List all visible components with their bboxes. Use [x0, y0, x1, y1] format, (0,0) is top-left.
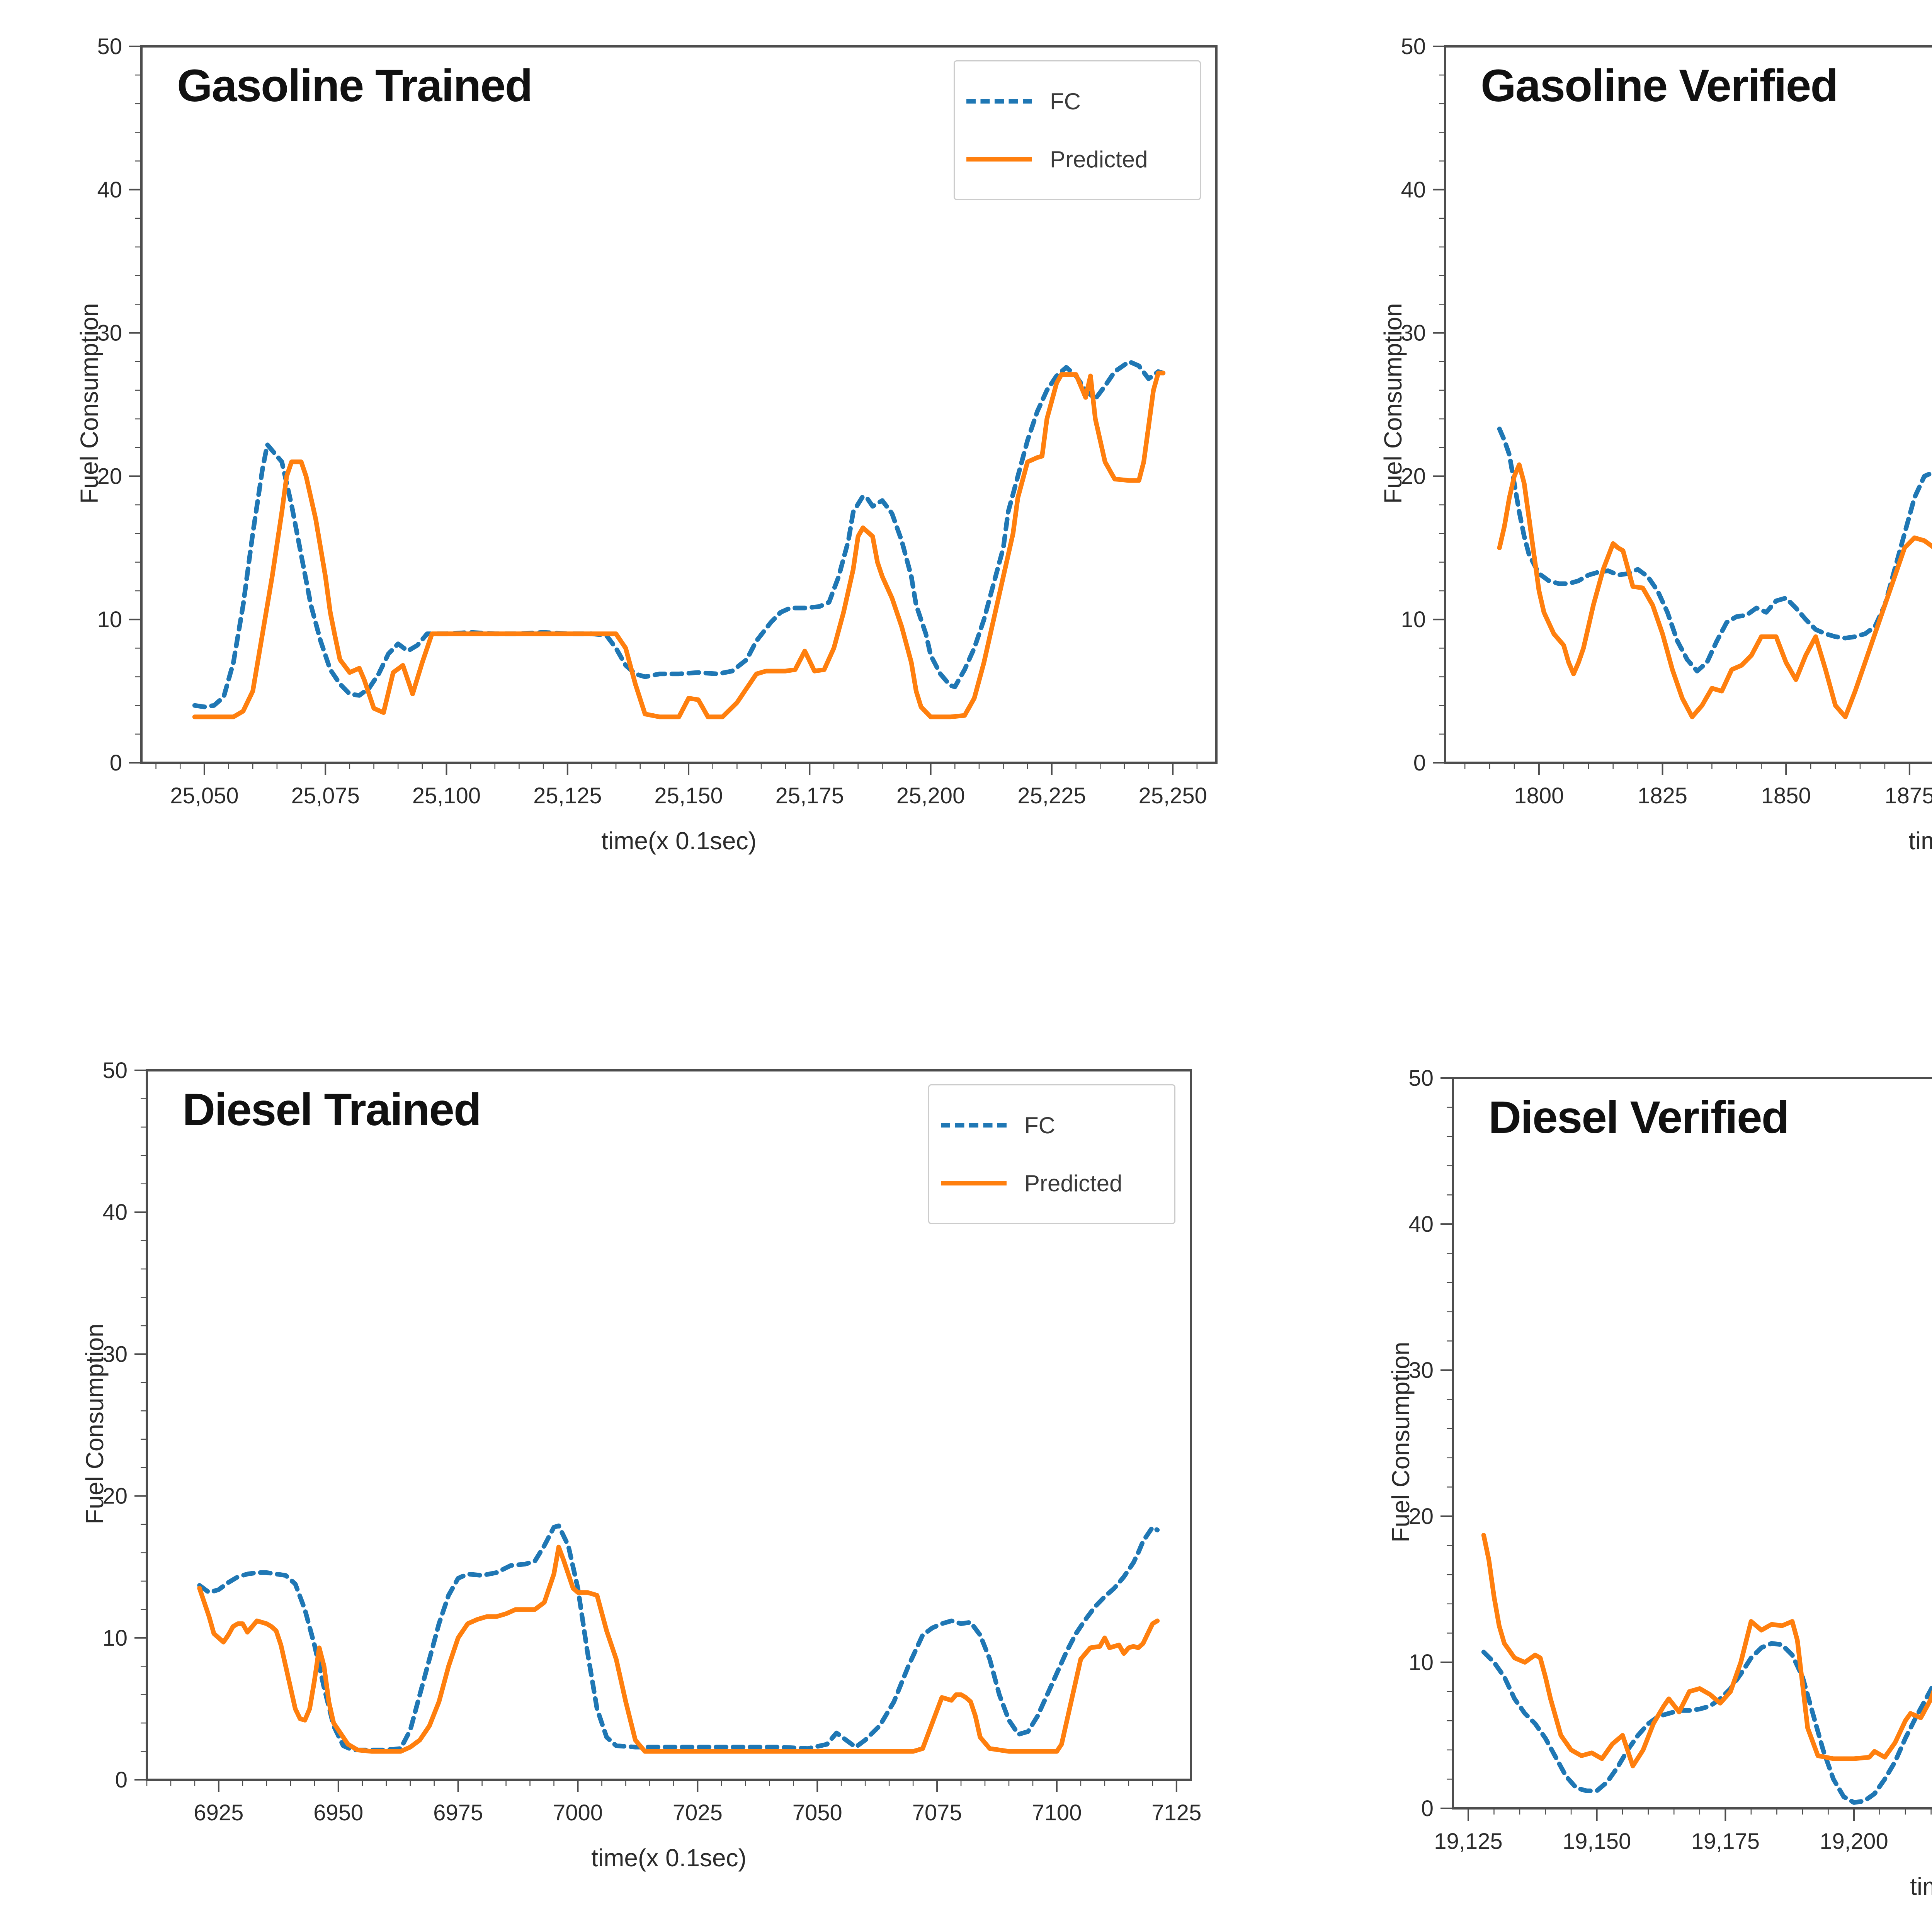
svg-text:25,075: 25,075 — [291, 783, 359, 808]
svg-text:10: 10 — [102, 1626, 128, 1651]
svg-text:7025: 7025 — [673, 1800, 723, 1825]
svg-text:6925: 6925 — [194, 1800, 243, 1825]
plot-area-gasoline-verified: 1800182518501875190019251950197520000102… — [1401, 34, 1932, 808]
fc-line — [197, 1523, 1160, 1752]
svg-text:0: 0 — [115, 1767, 128, 1793]
fc-line-swatch — [966, 99, 1032, 104]
svg-text:40: 40 — [97, 177, 122, 202]
x-axis-label: time(x 0.1sec) — [591, 1844, 747, 1872]
svg-text:0: 0 — [1421, 1796, 1434, 1821]
plot-area-diesel-trained: 6925 6950 6975 7000 7025 7050 7075 7100 7125 0 10 2… — [102, 1058, 1201, 1825]
svg-text:0: 0 — [1413, 750, 1426, 776]
chart-title-diesel-trained: Diesel Trained — [182, 1084, 481, 1135]
svg-text:1800: 1800 — [1514, 783, 1564, 808]
svg-text:50: 50 — [102, 1058, 128, 1083]
legend-label-predicted: Predicted — [1050, 146, 1148, 172]
legend-label-fc: FC — [1050, 88, 1081, 114]
svg-text:10: 10 — [1408, 1650, 1434, 1675]
chart-title-gasoline-verified: Gasoline Verified — [1481, 60, 1838, 111]
svg-text:25,200: 25,200 — [896, 783, 965, 808]
chart-title-diesel-verified: Diesel Verified — [1488, 1092, 1789, 1143]
svg-text:30: 30 — [1408, 1358, 1434, 1383]
svg-text:25,250: 25,250 — [1139, 783, 1207, 808]
svg-text:25,125: 25,125 — [533, 783, 602, 808]
svg-text:19,200: 19,200 — [1820, 1829, 1888, 1854]
svg-text:7000: 7000 — [553, 1800, 603, 1825]
fc-line — [1497, 427, 1932, 673]
svg-text:25,150: 25,150 — [654, 783, 723, 808]
svg-text:1875: 1875 — [1884, 783, 1932, 808]
svg-text:20: 20 — [1401, 464, 1426, 489]
y-axis-label: Fuel Consumption — [75, 303, 103, 504]
legend-label-fc: FC — [1024, 1112, 1055, 1138]
svg-text:19,175: 19,175 — [1691, 1829, 1760, 1854]
svg-text:19,150: 19,150 — [1563, 1829, 1631, 1854]
svg-text:20: 20 — [102, 1484, 128, 1509]
fc-line-swatch — [941, 1123, 1007, 1128]
chart-title-gasoline-trained: Gasoline Trained — [177, 60, 533, 111]
svg-text:50: 50 — [97, 34, 122, 59]
svg-text:7125: 7125 — [1151, 1800, 1201, 1825]
svg-text:7075: 7075 — [912, 1800, 962, 1825]
svg-text:0: 0 — [110, 750, 122, 776]
predicted-line — [197, 1544, 1160, 1754]
predicted-line — [1481, 1533, 1932, 1769]
svg-text:19,125: 19,125 — [1434, 1829, 1502, 1854]
fc-line — [1481, 1641, 1932, 1805]
legend-row-predicted: Predicted — [941, 1154, 1163, 1212]
legend-diesel-trained: FC Predicted — [928, 1084, 1175, 1224]
predicted-line — [192, 371, 1166, 719]
svg-text:50: 50 — [1401, 34, 1426, 59]
svg-text:40: 40 — [1401, 177, 1426, 202]
svg-text:10: 10 — [97, 607, 122, 632]
svg-text:10: 10 — [1401, 607, 1426, 632]
svg-text:40: 40 — [102, 1200, 128, 1225]
svg-text:30: 30 — [102, 1342, 128, 1367]
svg-text:7100: 7100 — [1032, 1800, 1082, 1825]
x-axis-label: time(x 0.1sec) — [1908, 827, 1932, 855]
y-axis-label: Fuel Consumption — [81, 1323, 109, 1524]
predicted-line-swatch — [966, 157, 1032, 162]
svg-text:7050: 7050 — [793, 1800, 842, 1825]
x-axis-label: time(x 0.1sec) — [1910, 1872, 1932, 1900]
fc-line — [192, 359, 1166, 709]
svg-text:25,050: 25,050 — [170, 783, 238, 808]
legend-row-predicted: Predicted — [966, 130, 1188, 188]
svg-text:20: 20 — [1408, 1504, 1434, 1529]
svg-text:1825: 1825 — [1638, 783, 1687, 808]
svg-text:30: 30 — [1401, 321, 1426, 346]
svg-text:6975: 6975 — [433, 1800, 483, 1825]
x-axis-label: time(x 0.1sec) — [601, 827, 757, 855]
svg-text:50: 50 — [1408, 1066, 1434, 1091]
y-axis-label: Fuel Consumption — [1379, 303, 1407, 504]
svg-text:25,175: 25,175 — [776, 783, 844, 808]
svg-text:25,225: 25,225 — [1017, 783, 1086, 808]
legend-gasoline-trained: FC Predicted — [954, 60, 1201, 200]
y-axis-label: Fuel Consumption — [1387, 1342, 1415, 1543]
plot-area-diesel-verified: 19,12519,15019,17519,20019,22519,25019,2… — [1408, 1066, 1932, 1854]
svg-text:6950: 6950 — [313, 1800, 363, 1825]
predicted-line-swatch — [941, 1181, 1007, 1185]
legend-row-fc: FC — [941, 1096, 1163, 1154]
svg-text:20: 20 — [97, 464, 122, 489]
legend-row-fc: FC — [966, 72, 1188, 130]
svg-text:30: 30 — [97, 321, 122, 346]
svg-text:1850: 1850 — [1761, 783, 1811, 808]
plot-area-gasoline-trained: 25,050 25,075 25,100 25,125 25,150 25,175 25,2… — [97, 34, 1218, 808]
svg-text:40: 40 — [1408, 1212, 1434, 1237]
predicted-line — [1497, 462, 1932, 719]
svg-text:25,100: 25,100 — [412, 783, 481, 808]
legend-label-predicted: Predicted — [1024, 1170, 1122, 1196]
